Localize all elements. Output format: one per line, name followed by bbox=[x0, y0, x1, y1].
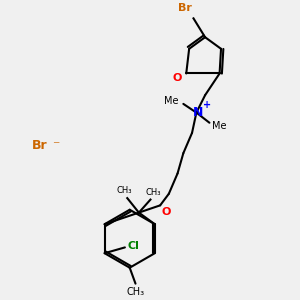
Text: +: + bbox=[203, 100, 211, 110]
Text: CH₃: CH₃ bbox=[117, 186, 132, 195]
Text: Me: Me bbox=[164, 96, 179, 106]
Text: O: O bbox=[173, 73, 182, 83]
Text: Me: Me bbox=[212, 121, 227, 130]
Text: N: N bbox=[193, 106, 203, 119]
Text: O: O bbox=[162, 207, 171, 217]
Text: Br: Br bbox=[32, 140, 48, 152]
Text: Cl: Cl bbox=[128, 241, 140, 251]
Text: ⁻: ⁻ bbox=[52, 139, 59, 153]
Text: Br: Br bbox=[178, 3, 192, 13]
Text: CH₃: CH₃ bbox=[126, 286, 145, 296]
Text: CH₃: CH₃ bbox=[146, 188, 161, 197]
